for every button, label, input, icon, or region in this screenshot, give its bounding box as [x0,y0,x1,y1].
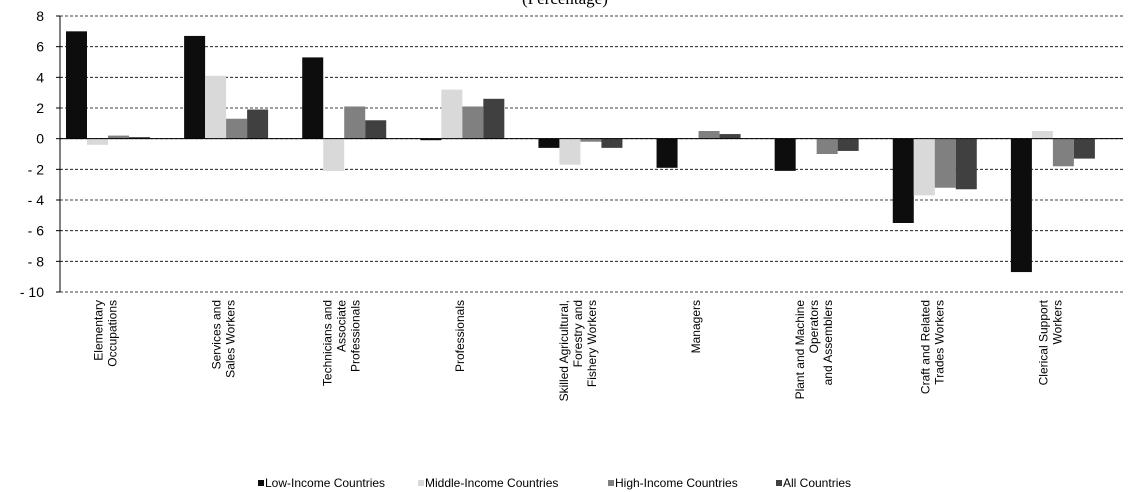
bar [538,138,560,148]
y-tick-label: 0 [36,131,44,147]
y-tick-label: - 4 [28,192,45,208]
category-label-line: Craft and Related [918,300,932,394]
bar [184,35,206,139]
bar [344,106,366,139]
bar [1010,138,1032,273]
category-label-line: Sales Workers [224,300,238,378]
bar [1031,131,1053,139]
legend-label: All Countries [783,476,851,490]
category-label-line: Occupations [105,300,119,367]
category-label-line: Skilled Agricultural, [557,300,571,401]
bar [247,109,269,139]
bar [483,98,505,139]
bar [420,138,442,141]
y-tick-label: - 8 [28,253,45,269]
bar [601,138,623,148]
category-label-line: Managers [689,300,703,353]
bar [365,120,387,139]
bar [1052,138,1074,167]
category-label-line: Workers [1050,300,1064,344]
category-label: Plant and Machine Operators and Assemblers [793,300,835,400]
legend-swatch [418,480,424,486]
category-label-line: Professionals [349,300,363,372]
category-label: Craft and Related Trades Workers [918,300,946,394]
y-tick-label: - 6 [28,223,45,239]
category-label-line: Professionals [453,300,467,372]
category-label: Technicians and Associate Professionals [321,300,363,386]
category-labels: Elementary Occupations Services and Sales W… [91,299,1064,401]
legend-label: High-Income Countries [615,476,738,490]
bar [462,106,484,139]
bar [774,138,796,171]
y-tick-label: - 2 [28,161,45,177]
bar [913,138,935,196]
bar [302,57,324,139]
bar [656,138,678,168]
legend-item: Low-Income Countries [258,476,385,490]
bar [323,138,345,171]
legend-swatch [608,480,614,486]
bar [205,75,227,139]
category-label-line: Clerical Support [1036,299,1050,385]
category-label-line: Trades Workers [932,300,946,385]
category-label-line: Associate [335,300,349,352]
y-axis: 8 6 4 2 0 - 2 - 4 - 6 - 8 - 10 [20,8,61,300]
bar [816,138,838,154]
category-label: Services and Sales Workers [210,300,238,378]
category-label-line: Fishery Workers [585,300,599,387]
bar [955,138,977,190]
y-tick-label: 6 [36,39,44,55]
y-tick-label: 8 [36,8,44,24]
bar [934,138,956,188]
bar [580,138,602,142]
category-label: Clerical Support Workers [1036,299,1064,385]
bar [129,137,150,139]
bar [108,135,129,139]
legend-label: Low-Income Countries [265,476,385,490]
bar [892,138,914,223]
category-label-line: Operators [807,300,821,353]
legend-swatch [776,480,782,486]
category-label: Managers [689,300,703,353]
legend: Low-Income Countries Middle-Income Countr… [258,476,851,490]
legend-swatch [258,480,264,486]
legend-item: Middle-Income Countries [418,476,558,490]
bar [837,138,859,151]
y-tick-label: 2 [36,100,44,116]
bar [719,134,741,139]
legend-item: High-Income Countries [608,476,738,490]
category-label: Skilled Agricultural, Forestry and Fishery… [557,300,599,401]
bar [1073,138,1095,159]
y-tick-label: - 10 [20,284,44,300]
bar [226,118,248,139]
category-label-line: and Assemblers [821,300,835,385]
category-label-line: Technicians and [321,300,335,386]
category-label: Professionals [453,300,467,372]
bar [66,31,87,139]
bar [441,89,463,139]
category-label: Elementary Occupations [91,300,119,367]
category-label-line: Services and [210,300,224,369]
legend-label: Middle-Income Countries [425,476,558,490]
chart-subtitle: (Percentage) [522,0,608,8]
category-label-line: Elementary [91,300,105,361]
category-label-line: Forestry and [571,300,585,367]
bar [87,138,108,145]
bar [559,138,581,165]
bars [60,31,1123,273]
legend-item: All Countries [776,476,851,490]
y-tick-label: 4 [36,69,44,85]
category-label-line: Plant and Machine [793,300,807,400]
bar [698,131,720,139]
